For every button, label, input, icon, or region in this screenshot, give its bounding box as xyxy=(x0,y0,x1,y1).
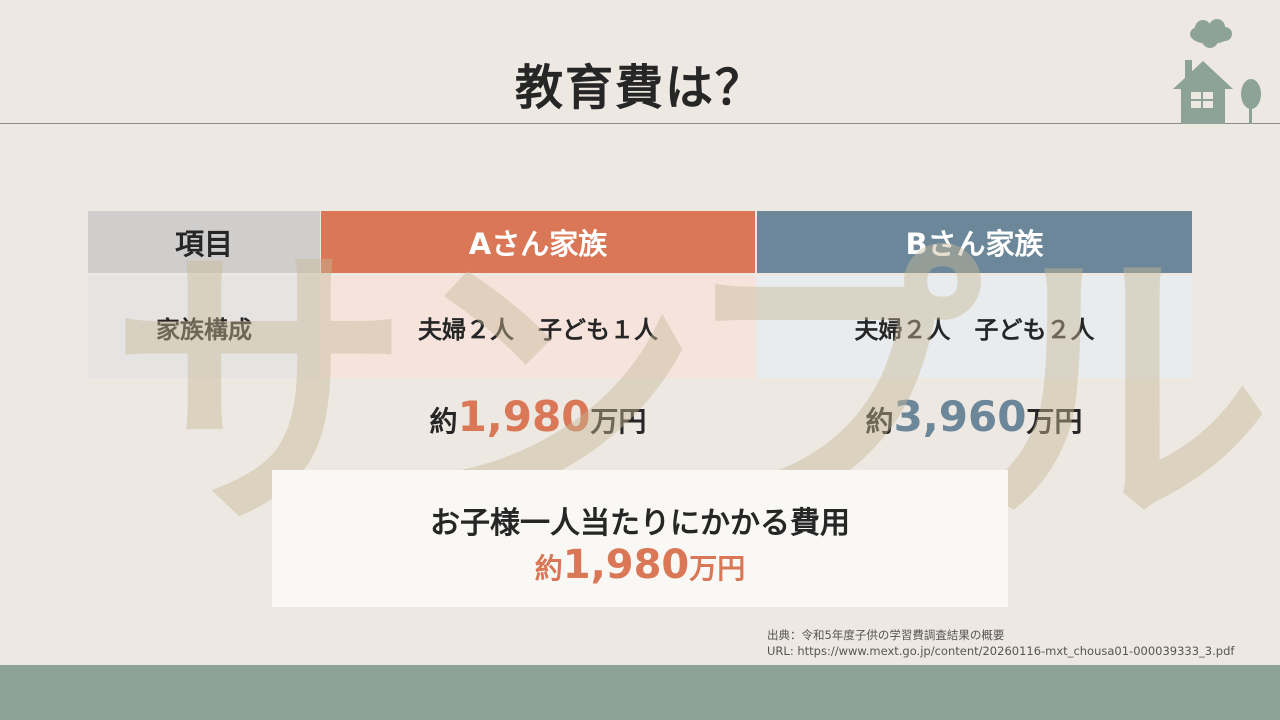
unit: 万円 xyxy=(689,552,746,585)
header-item: 項目 xyxy=(88,211,320,273)
header-b-family: Bさん家族 xyxy=(757,211,1192,273)
per-child-label: お子様一人当たりにかかる費用 xyxy=(430,506,850,541)
page-title: 教育費は？ xyxy=(514,60,765,116)
unit: 万円 xyxy=(590,405,647,438)
source-note: 出典：令和5年度子供の学習費調査結果の概要 URL: https://www.m… xyxy=(767,627,1234,659)
per-child-value: 1,980 xyxy=(562,542,690,588)
total-b: 約3,960万円 xyxy=(756,392,1192,441)
prefix: 約 xyxy=(534,552,563,585)
total-a-value: 1,980 xyxy=(457,392,591,441)
house-icon xyxy=(1173,19,1261,124)
prefix: 約 xyxy=(429,405,458,438)
row-label: 家族構成 xyxy=(88,276,320,378)
cell-b-family: 夫婦２人 子ども２人 xyxy=(757,276,1192,378)
footer-bar xyxy=(0,665,1280,720)
prefix: 約 xyxy=(865,405,894,438)
title-divider xyxy=(0,123,1280,124)
source-url: URL: https://www.mext.go.jp/content/2026… xyxy=(767,644,1235,658)
header-a-family: Aさん家族 xyxy=(321,211,755,273)
unit: 万円 xyxy=(1026,405,1083,438)
cell-a-family: 夫婦２人 子ども１人 xyxy=(321,276,755,378)
source-title: 出典：令和5年度子供の学習費調査結果の概要 xyxy=(767,628,1005,642)
per-child-box: お子様一人当たりにかかる費用 約1,980万円 xyxy=(272,470,1008,607)
total-b-value: 3,960 xyxy=(893,392,1027,441)
total-a: 約1,980万円 xyxy=(320,392,756,441)
per-child-amount: 約1,980万円 xyxy=(272,542,1008,588)
